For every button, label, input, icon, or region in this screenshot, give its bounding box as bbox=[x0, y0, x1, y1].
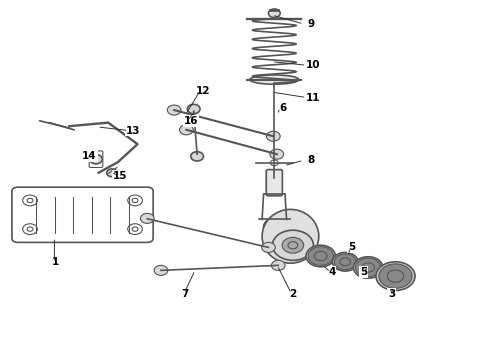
Circle shape bbox=[191, 152, 203, 161]
Text: 14: 14 bbox=[82, 151, 97, 161]
Circle shape bbox=[355, 258, 381, 277]
Circle shape bbox=[334, 254, 356, 270]
Circle shape bbox=[187, 104, 200, 114]
Circle shape bbox=[267, 131, 280, 141]
Text: 4: 4 bbox=[328, 267, 336, 277]
Text: 15: 15 bbox=[113, 171, 128, 181]
Text: 11: 11 bbox=[306, 93, 320, 103]
Circle shape bbox=[271, 260, 285, 270]
Text: 7: 7 bbox=[182, 289, 189, 299]
Ellipse shape bbox=[250, 75, 299, 84]
Ellipse shape bbox=[262, 210, 319, 263]
Text: 16: 16 bbox=[184, 116, 198, 126]
Circle shape bbox=[376, 262, 415, 291]
Circle shape bbox=[379, 264, 412, 288]
Circle shape bbox=[262, 242, 275, 252]
Text: 9: 9 bbox=[307, 19, 315, 29]
Text: 13: 13 bbox=[125, 126, 140, 135]
Text: 1: 1 bbox=[52, 257, 59, 267]
Circle shape bbox=[353, 257, 383, 278]
Circle shape bbox=[90, 154, 102, 164]
Circle shape bbox=[107, 169, 118, 177]
Text: 6: 6 bbox=[279, 103, 287, 113]
Text: 5: 5 bbox=[348, 242, 355, 252]
Circle shape bbox=[270, 149, 284, 159]
Text: 3: 3 bbox=[388, 289, 395, 299]
FancyBboxPatch shape bbox=[266, 170, 282, 196]
Circle shape bbox=[179, 125, 193, 135]
Circle shape bbox=[264, 219, 285, 234]
Text: 10: 10 bbox=[306, 60, 320, 70]
Text: 2: 2 bbox=[289, 289, 296, 299]
Circle shape bbox=[269, 9, 280, 18]
Circle shape bbox=[282, 237, 304, 253]
Circle shape bbox=[167, 105, 181, 115]
Text: 5: 5 bbox=[360, 267, 368, 277]
Circle shape bbox=[332, 252, 358, 271]
Text: 8: 8 bbox=[307, 155, 315, 165]
Circle shape bbox=[272, 230, 314, 260]
Circle shape bbox=[141, 213, 154, 224]
Circle shape bbox=[308, 247, 333, 265]
Circle shape bbox=[154, 265, 168, 275]
Text: 12: 12 bbox=[196, 86, 211, 96]
Circle shape bbox=[306, 245, 335, 267]
